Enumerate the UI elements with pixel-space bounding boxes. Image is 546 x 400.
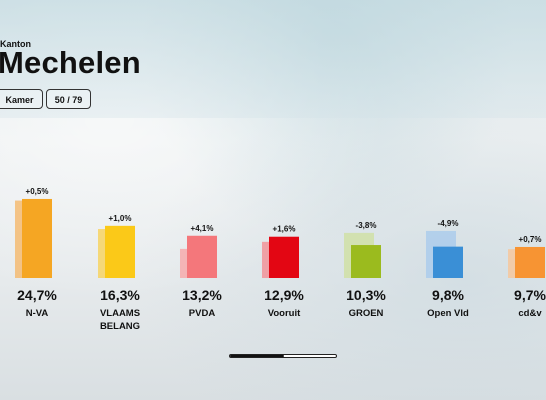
- change-label: +0,7%: [519, 235, 542, 244]
- results-bar-chart: +0,5% 24,7% N-VA +1,0% 16,3% VLAAMS BELANG +4,1…: [15, 187, 546, 332]
- percentage-label: 9,7%: [514, 287, 546, 303]
- party-name-label: Vooruit: [268, 308, 301, 319]
- result-bar: [269, 236, 299, 278]
- change-label: +1,6%: [273, 225, 296, 234]
- carousel-scrollbar[interactable]: [229, 354, 337, 358]
- result-bar: [351, 245, 381, 278]
- result-bar: [433, 246, 463, 278]
- tab-kamer[interactable]: Kamer: [0, 89, 43, 109]
- change-label: +0,5%: [26, 187, 49, 196]
- result-bar: [105, 225, 135, 278]
- party-name-label: Open Vld: [427, 308, 469, 319]
- header-band: [0, 0, 546, 118]
- party-name-label: BELANG: [100, 321, 140, 332]
- percentage-label: 12,9%: [264, 287, 304, 303]
- change-label: +4,1%: [191, 224, 214, 233]
- change-label: -4,9%: [438, 219, 459, 228]
- change-label: -3,8%: [356, 221, 377, 230]
- region-type-label: Kanton: [0, 39, 31, 49]
- result-bar: [22, 198, 52, 278]
- party-name-label: VLAAMS: [100, 308, 140, 319]
- result-bar: [515, 246, 545, 278]
- change-label: +1,0%: [109, 214, 132, 223]
- carousel-scroll-thumb[interactable]: [230, 355, 284, 357]
- percentage-label: 13,2%: [182, 287, 222, 303]
- result-bar: [187, 235, 217, 278]
- percentage-label: 24,7%: [17, 287, 57, 303]
- party-name-label: cd&v: [518, 308, 542, 319]
- party-name-label: GROEN: [349, 308, 384, 319]
- percentage-label: 9,8%: [432, 287, 464, 303]
- percentage-label: 16,3%: [100, 287, 140, 303]
- percentage-label: 10,3%: [346, 287, 386, 303]
- page-title: Mechelen: [0, 45, 141, 80]
- party-name-label: N-VA: [26, 308, 49, 319]
- party-name-label: PVDA: [189, 308, 216, 319]
- tab-counted-count[interactable]: 50 / 79: [46, 89, 91, 109]
